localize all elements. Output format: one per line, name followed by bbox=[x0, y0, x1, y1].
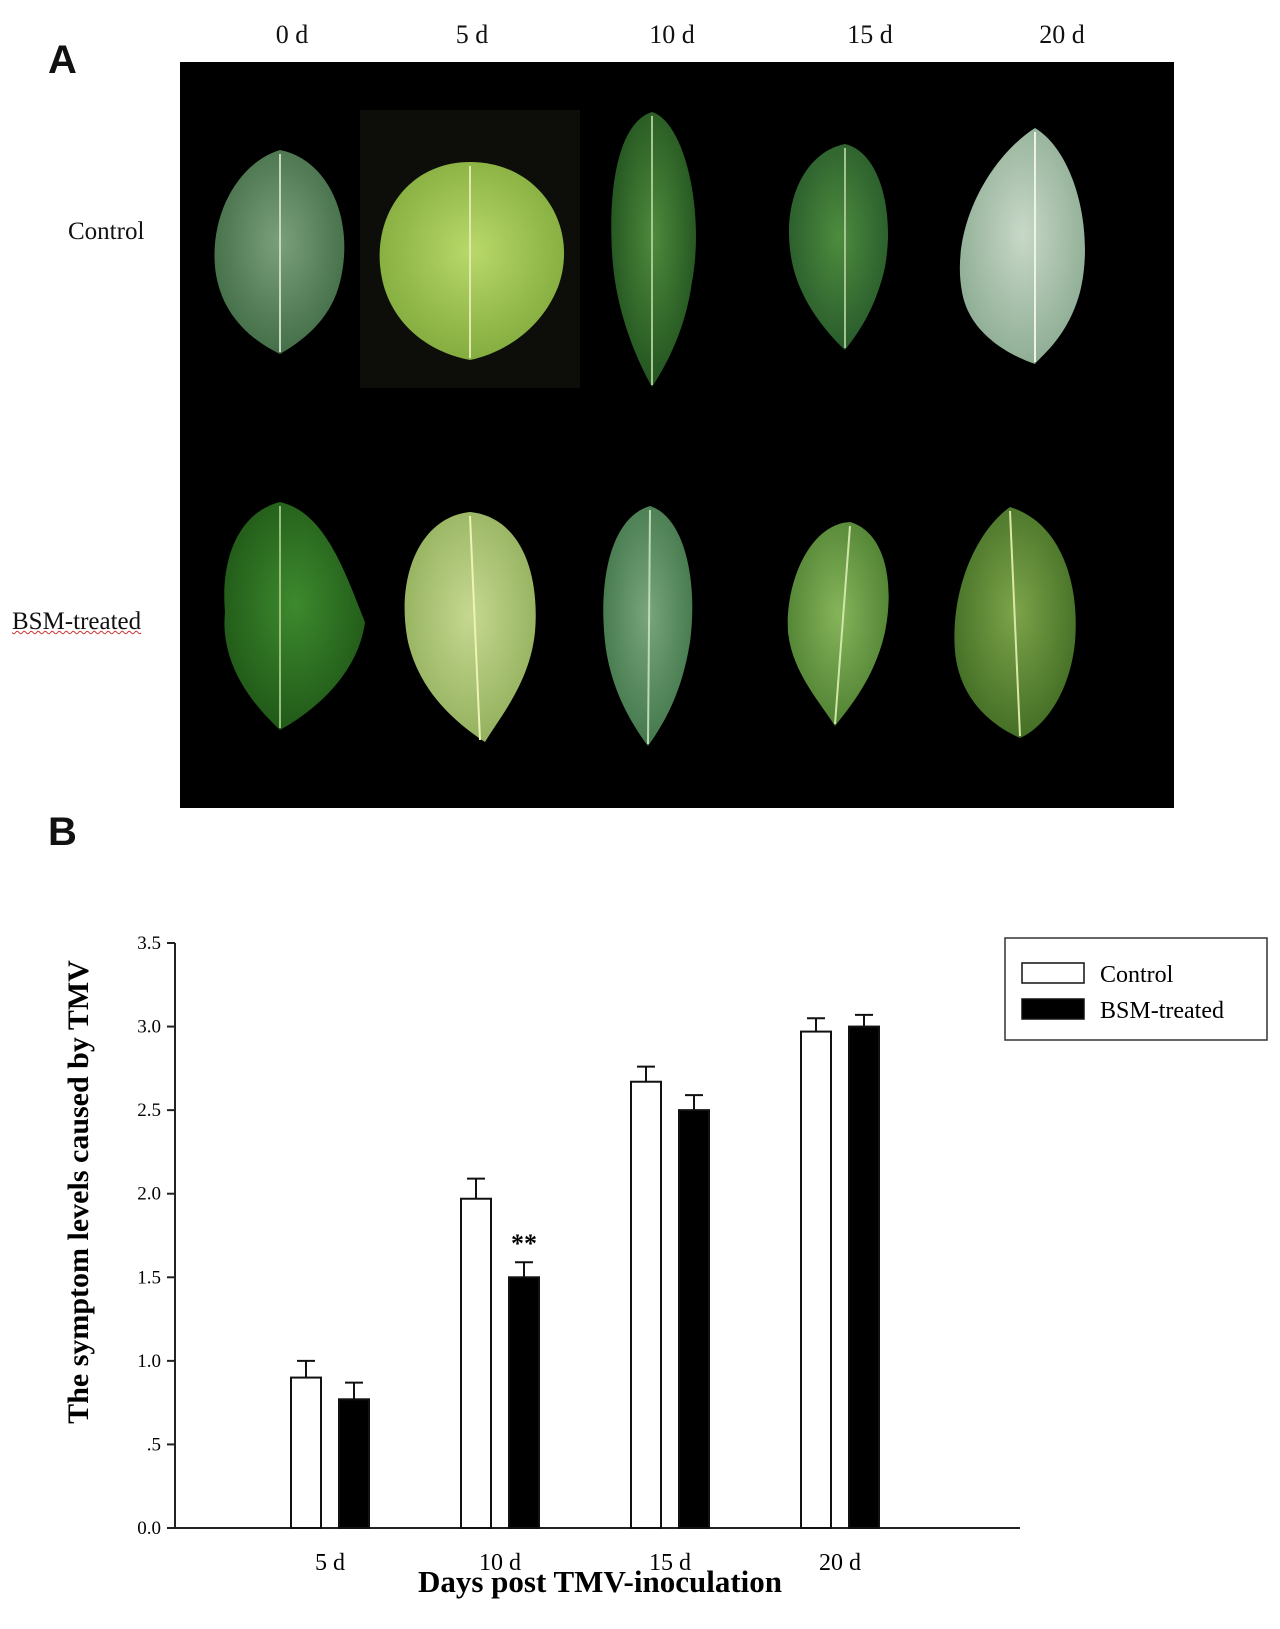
day-label-20d: 20 d bbox=[1039, 20, 1085, 49]
x-ticks: 5 d 10 d 15 d 20 d bbox=[315, 1550, 861, 1576]
bars: ** bbox=[290, 1013, 880, 1530]
y-tick-label: 1.0 bbox=[137, 1351, 161, 1372]
legend-label: BSM-treated bbox=[1100, 998, 1224, 1024]
y-ticks: 0.0 .5 1.0 1.5 2.0 2.5 3.0 3.5 bbox=[137, 933, 175, 1539]
y-tick-label: .5 bbox=[147, 1434, 161, 1455]
x-tick-label: 15 d bbox=[649, 1550, 691, 1576]
panel-a-label: A bbox=[48, 38, 77, 82]
leaf-photo bbox=[214, 110, 1085, 746]
row-label-bsm-treated: BSM-treated bbox=[12, 608, 142, 635]
legend: Control BSM-treated bbox=[1004, 937, 1268, 1041]
leaf-control-15d bbox=[788, 144, 889, 350]
y-tick-label: 3.0 bbox=[137, 1017, 161, 1038]
x-tick-label: 10 d bbox=[479, 1550, 521, 1576]
y-tick-label: 2.0 bbox=[137, 1184, 161, 1205]
x-tick-label: 20 d bbox=[819, 1550, 861, 1576]
legend-box bbox=[1004, 937, 1268, 1041]
y-axis-label: The symptom levels caused by TMV bbox=[62, 960, 95, 1424]
bar-bsm-treated-10d bbox=[508, 1276, 540, 1529]
leaf-control-10d bbox=[611, 112, 697, 387]
y-tick-label: 2.5 bbox=[137, 1100, 161, 1121]
leaf-bsm-0d bbox=[224, 502, 365, 730]
leaf-photo-panel bbox=[180, 62, 1174, 808]
legend-swatch bbox=[1021, 962, 1085, 984]
y-tick-label: 1.5 bbox=[137, 1267, 161, 1288]
bar-bsm-treated-5d bbox=[338, 1398, 370, 1529]
bar-control-10d bbox=[460, 1197, 492, 1529]
leaf-bsm-20d bbox=[954, 507, 1076, 738]
leaf-control-5d bbox=[379, 162, 565, 360]
leaf-control-0d bbox=[214, 150, 345, 354]
legend-label: Control bbox=[1100, 962, 1174, 988]
bar-control-15d bbox=[630, 1080, 662, 1529]
leaf-bsm-10d bbox=[603, 506, 693, 746]
bar-chart: 0.0 .5 1.0 1.5 2.0 2.5 3.0 3.5 ** 5 d 10 d 15 d 20… bbox=[62, 933, 1268, 1599]
leaf-bsm-5d bbox=[404, 512, 536, 742]
y-tick-label: 0.0 bbox=[137, 1518, 161, 1539]
x-tick-label: 5 d bbox=[315, 1550, 345, 1576]
leaf-bsm-15d bbox=[787, 522, 889, 726]
bar-bsm-treated-15d bbox=[678, 1109, 710, 1529]
day-label-10d: 10 d bbox=[649, 20, 695, 49]
day-label-15d: 15 d bbox=[847, 20, 893, 49]
row-label-control: Control bbox=[68, 218, 145, 245]
significance-marker: ** bbox=[511, 1229, 537, 1258]
leaf-control-20d bbox=[959, 128, 1085, 364]
panel-b-label: B bbox=[48, 810, 77, 854]
y-tick-label: 3.5 bbox=[137, 933, 161, 954]
x-axis-label: Days post TMV-inoculation bbox=[418, 1564, 782, 1599]
day-label-5d: 5 d bbox=[455, 20, 489, 49]
day-label-0d: 0 d bbox=[275, 20, 309, 49]
bar-control-5d bbox=[290, 1376, 322, 1530]
legend-swatch bbox=[1021, 998, 1085, 1020]
bar-bsm-treated-20d bbox=[848, 1025, 880, 1529]
bar-control-20d bbox=[800, 1030, 832, 1529]
